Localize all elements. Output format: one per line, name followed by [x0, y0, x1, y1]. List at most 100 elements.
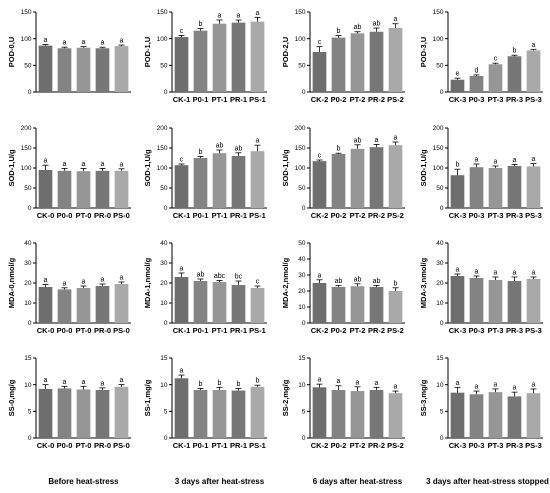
panel-16-category-CK-3: CK-3 [449, 441, 467, 450]
panel-2-y-tick-label-2: 100 [157, 36, 168, 43]
panel-15-bar-PS-2 [388, 393, 403, 438]
panel-12-y-title: MDA-3,nmol/g [419, 257, 428, 308]
panel-8-y-tick-label-1: 50 [436, 185, 444, 192]
panel-9-category-PR-0: PR-0 [94, 326, 111, 335]
panel-12-category-PR-3: PR-3 [506, 326, 523, 335]
panel-3-sig-PR-2: ab [373, 21, 381, 28]
panel-4-category-CK-3: CK-3 [449, 95, 467, 104]
panel-11-category-CK-2: CK-2 [311, 326, 329, 335]
panel-4-y-tick-label-0: 0 [440, 89, 444, 96]
panel-7-sig-CK-2: c [318, 153, 322, 160]
panel-11-sig-PT-2: ab [354, 276, 362, 283]
panel-14-y-tick-label-2: 10 [160, 382, 168, 389]
panel-9-sig-PR-0: a [101, 277, 105, 284]
panel-15-sig-PR-2: a [375, 380, 379, 387]
panel-15-bar-P0-2 [331, 390, 346, 438]
panel-9-bar-P0-0 [57, 289, 72, 323]
panel-12-category-CK-3: CK-3 [449, 326, 467, 335]
panel-2-category-PS-1: PS-1 [249, 95, 266, 104]
panel-11-bar-PS-2 [388, 291, 403, 323]
panel-1-sig-PT-0: a [82, 39, 86, 46]
panel-13-sig-P0-0: a [63, 379, 67, 386]
panel-10-category-PT-1: PT-1 [212, 326, 228, 335]
panel-12-bar-CK-3 [450, 276, 465, 323]
panel-10-sig-PS-1: c [256, 279, 260, 286]
panel-3-bar-PT-2 [350, 33, 365, 92]
panel-10-bar-PS-1 [250, 288, 265, 323]
panel-16-bar-P0-3 [469, 394, 484, 438]
panel-14-sig-PT-1: b [218, 380, 222, 387]
panel-4-category-PT-3: PT-3 [488, 95, 504, 104]
panel-4-sig-P0-3: d [475, 67, 479, 74]
panel-13-y-tick-label-3: 15 [24, 355, 32, 362]
panel-9-y-tick-label-1: 10 [24, 300, 32, 307]
panel-1-bar-PT-0 [76, 47, 91, 92]
panel-16-y-tick-label-1: 5 [440, 409, 444, 416]
panel-6-sig-PS-1: a [256, 138, 260, 145]
panel-13-category-PR-0: PR-0 [94, 441, 111, 450]
panel-11-sig-PR-2: ab [373, 278, 381, 285]
panel-11-y-tick-label-0: 0 [302, 320, 306, 327]
panel-8-sig-CK-3: b [456, 162, 460, 169]
panel-15-sig-PS-2: a [394, 384, 398, 391]
panel-11-sig-P0-2: ab [335, 278, 343, 285]
panel-7-sig-PS-2: a [394, 135, 398, 142]
panel-11-category-PS-2: PS-2 [387, 326, 404, 335]
panel-5-y-tick-label-1: 50 [24, 185, 32, 192]
panel-15-category-CK-2: CK-2 [311, 441, 329, 450]
panel-10-sig-PR-1: bc [235, 274, 243, 281]
column-title-3: 6 days after heat-stress [313, 477, 403, 486]
panel-6-y-tick-label-0: 0 [164, 205, 168, 212]
panel-6-category-PT-1: PT-1 [212, 211, 228, 220]
panel-9-sig-CK-0: a [44, 277, 48, 284]
panel-11-sig-PS-2: b [394, 280, 398, 287]
panel-4-category-PR-3: PR-3 [506, 95, 523, 104]
panel-15-category-P0-2: P0-2 [331, 441, 347, 450]
panel-1-bar-P0-0 [57, 48, 72, 92]
panel-15-y-tick-label-2: 10 [298, 382, 306, 389]
panel-11-sig-CK-2: a [318, 272, 322, 279]
panel-6-sig-CK-1: c [180, 157, 184, 164]
panel-1-y-title: POD-0,U [7, 37, 16, 67]
panel-13-category-PS-0: PS-0 [113, 441, 130, 450]
panel-15-category-PT-2: PT-2 [350, 441, 366, 450]
panel-4-category-PS-3: PS-3 [525, 95, 542, 104]
panel-11-y-tick-label-4: 40 [298, 256, 306, 263]
panel-3-bar-CK-2 [312, 52, 327, 92]
panel-14-category-CK-1: CK-1 [173, 441, 191, 450]
panel-6-bar-PT-1 [212, 153, 227, 208]
panel-16-y-tick-label-2: 10 [436, 382, 444, 389]
panel-10-y-tick-label-4: 40 [160, 240, 168, 247]
panel-3-category-PR-2: PR-2 [368, 95, 385, 104]
panel-9-bar-CK-0 [38, 287, 53, 323]
panel-16-category-PS-3: PS-3 [525, 441, 542, 450]
panel-15-bar-CK-2 [312, 387, 327, 438]
panel-4-sig-CK-3: e [456, 71, 460, 78]
panel-10-bar-CK-1 [174, 277, 189, 323]
panel-12-y-tick-label-2: 20 [436, 280, 444, 287]
panel-8-bar-PT-3 [488, 168, 503, 208]
panel-10-y-tick-label-2: 20 [160, 280, 168, 287]
panel-6-y-tick-label-3: 150 [157, 145, 168, 152]
panel-14-category-PS-1: PS-1 [249, 441, 266, 450]
panel-7-bar-PT-2 [350, 148, 365, 208]
panel-8-bar-P0-3 [469, 167, 484, 208]
panel-2-sig-PS-1: a [256, 10, 260, 17]
panel-7-bar-P0-2 [331, 154, 346, 208]
panel-6-category-CK-1: CK-1 [173, 211, 191, 220]
panel-5-bar-CK-0 [38, 170, 53, 208]
panel-13-bar-PT-0 [76, 389, 91, 438]
panel-6-bar-P0-1 [193, 158, 208, 208]
panel-2-category-CK-1: CK-1 [173, 95, 191, 104]
panel-10-category-P0-1: P0-1 [193, 326, 209, 335]
panel-9-y-title: MDA-0,nmol/g [7, 257, 16, 308]
panel-13-sig-PT-0: a [82, 379, 86, 386]
panel-2-y-tick-label-0: 0 [164, 89, 168, 96]
panel-15-sig-P0-2: a [337, 378, 341, 385]
panel-13-sig-PR-0: a [101, 380, 105, 387]
panel-11-bar-CK-2 [312, 283, 327, 323]
panel-11-y-title: MDA-2,nmol/g [281, 257, 290, 308]
panel-2-category-P0-1: P0-1 [193, 95, 209, 104]
panel-4-category-P0-3: P0-3 [469, 95, 485, 104]
panel-11-bar-PR-2 [369, 287, 384, 323]
